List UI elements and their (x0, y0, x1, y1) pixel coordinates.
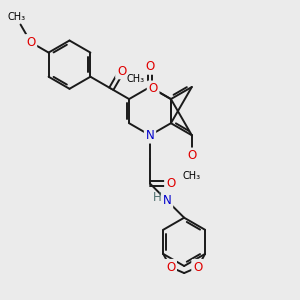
Text: O: O (26, 36, 35, 49)
Text: H: H (152, 191, 161, 204)
Text: O: O (117, 64, 126, 77)
Text: O: O (146, 60, 154, 73)
Text: CH₃: CH₃ (7, 12, 25, 22)
Text: O: O (193, 261, 202, 274)
Text: O: O (148, 82, 158, 95)
Text: N: N (146, 129, 154, 142)
Text: O: O (187, 149, 196, 162)
Text: CH₃: CH₃ (126, 74, 144, 83)
Text: O: O (166, 177, 175, 190)
Text: CH₃: CH₃ (183, 171, 201, 181)
Text: O: O (166, 261, 175, 274)
Text: N: N (163, 194, 171, 207)
